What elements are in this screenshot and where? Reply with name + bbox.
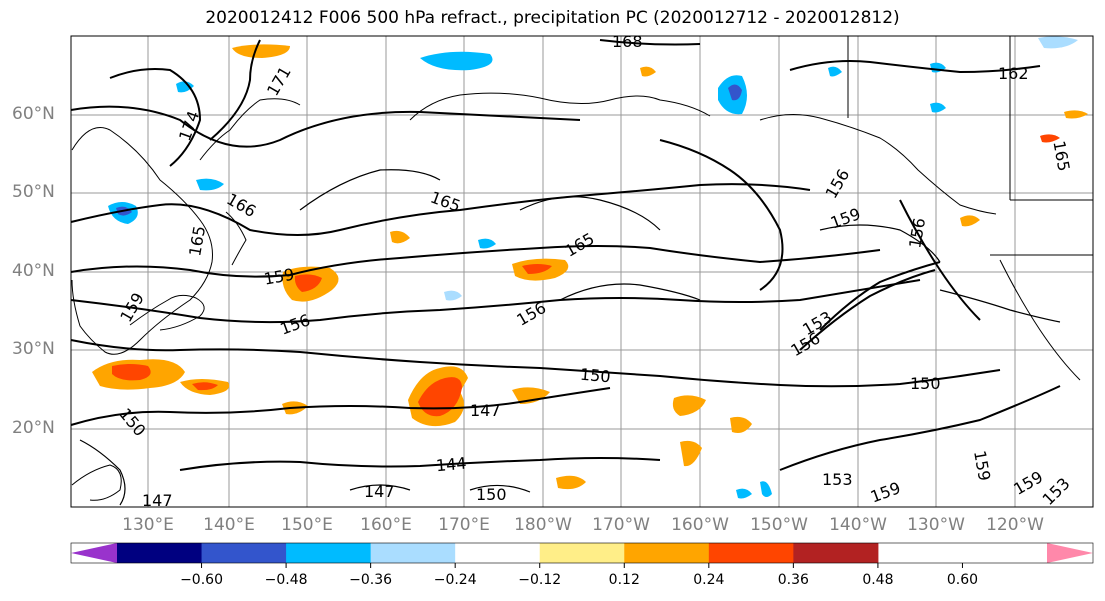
colorbar: [70, 542, 1094, 568]
colorbar-segment: [117, 543, 203, 563]
map-title: 2020012412 F006 500 hPa refract., precip…: [205, 8, 900, 28]
colorbar-tick-label: 0.60: [946, 572, 979, 588]
contour-label: 147: [142, 491, 173, 510]
lon-label: 140°W: [829, 515, 887, 535]
lat-label-30n: 30°N: [12, 339, 55, 359]
precip-positive-areas: [92, 44, 1088, 490]
lon-label: 170°W: [592, 515, 650, 535]
colorbar-segment: [370, 543, 456, 563]
colorbar-tick-label: 0.48: [862, 572, 894, 588]
colorbar-segment: [286, 543, 372, 563]
colorbar-tick-label: −0.24: [433, 572, 477, 588]
lat-label-60n: 60°N: [12, 104, 55, 124]
lon-label: 140°E: [203, 515, 255, 535]
lon-label: 130°W: [907, 515, 965, 535]
colorbar-tick-label: −0.48: [264, 572, 308, 588]
contour-label: 150: [910, 374, 941, 393]
contour-label: 147: [470, 401, 501, 420]
colorbar-segment: [455, 543, 541, 563]
colorbar-tick-label: 0.12: [608, 572, 640, 588]
lon-label: 120°W: [986, 515, 1044, 535]
colorbar-segment: [708, 543, 794, 563]
lon-label: 150°W: [750, 515, 808, 535]
contour-label: 162: [998, 64, 1029, 83]
lat-label-40n: 40°N: [12, 261, 55, 281]
colorbar-tick-label: −0.60: [180, 572, 223, 588]
colorbar-tick-label: −0.36: [349, 572, 393, 588]
contour-label: 168: [612, 32, 643, 51]
colorbar-outline: [70, 542, 1094, 564]
lat-label-20n: 20°N: [12, 418, 55, 438]
height-contours-thin: [79, 169, 1061, 506]
contour-label: 144: [435, 454, 467, 476]
colorbar-tick-label: 0.36: [777, 572, 809, 588]
lon-label: 160°W: [671, 515, 729, 535]
height-contours: [70, 39, 1061, 471]
lat-label-50n: 50°N: [12, 182, 55, 202]
colorbar-segment: [201, 543, 287, 563]
colorbar-segment: [793, 543, 879, 563]
lon-label: 170°E: [438, 515, 490, 535]
contour-label: 153: [822, 470, 853, 489]
colorbar-segment: [539, 543, 625, 563]
lon-label: 180°W: [514, 515, 572, 535]
lon-label: 130°E: [122, 515, 174, 535]
lon-label: 160°E: [360, 515, 412, 535]
contour-label: 147: [364, 482, 395, 501]
contour-label: 150: [579, 365, 611, 387]
colorbar-segment: [624, 543, 710, 563]
colorbar-extend-low: [71, 543, 117, 563]
contour-label: 150: [476, 485, 507, 504]
lon-label: 150°E: [281, 515, 333, 535]
plot-frame: [70, 35, 1094, 508]
colorbar-tick-label: −0.12: [518, 572, 562, 588]
coastlines: [71, 36, 1093, 501]
colorbar-extend-high: [1047, 543, 1093, 563]
contour-labels: 168 171 174 162 166 165 165 165 156 159 …: [115, 32, 1073, 510]
colorbar-tick-label: 0.24: [693, 572, 725, 588]
